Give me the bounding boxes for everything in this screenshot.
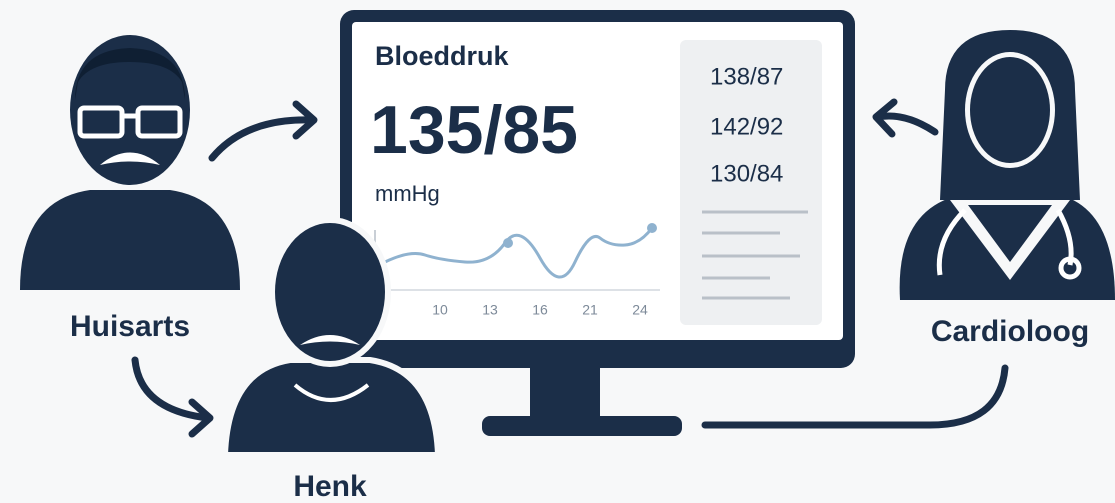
axis-label: 13	[482, 302, 498, 318]
illustration: Bloeddruk 135/85 mmHg 138/87 142/92 130/…	[0, 0, 1115, 503]
screen-title: Bloeddruk	[375, 41, 509, 71]
body	[20, 190, 240, 290]
axis-label: 21	[582, 302, 598, 318]
axis-label: 16	[532, 302, 548, 318]
sparkline-dot	[647, 223, 657, 233]
history-item: 130/84	[710, 160, 783, 187]
line-cardioloog-monitor	[705, 368, 1005, 425]
axis-label: 24	[632, 302, 648, 318]
figure-label: Huisarts	[70, 310, 190, 343]
reading: 135/85	[370, 92, 578, 168]
history-item: 142/92	[710, 113, 783, 140]
monitor: Bloeddruk 135/85 mmHg 138/87 142/92 130/…	[340, 10, 855, 436]
page: {"figures": {"left": "Huisarts", "center…	[0, 0, 1115, 503]
axis-label: 10	[432, 302, 448, 318]
body	[225, 360, 438, 455]
monitor-neck	[530, 360, 600, 422]
history-item: 138/87	[710, 63, 783, 90]
huisarts-figure: Huisarts	[20, 35, 240, 343]
unit: mmHg	[375, 181, 440, 206]
cardioloog-figure: Cardioloog	[900, 30, 1115, 348]
head	[272, 220, 388, 364]
monitor-base	[482, 416, 682, 436]
figure-label: Henk	[293, 470, 367, 503]
figure-label: Cardioloog	[931, 315, 1089, 348]
sparkline-dot	[503, 238, 513, 248]
face	[970, 57, 1050, 163]
